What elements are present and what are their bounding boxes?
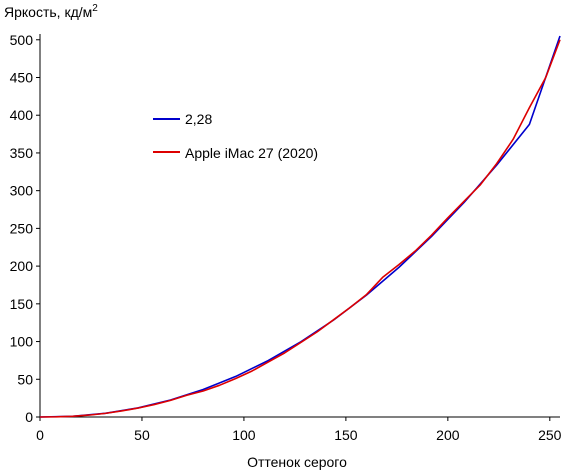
x-tick-label: 200 xyxy=(436,427,460,443)
series-layer xyxy=(39,35,561,418)
legend-label-series-1: 2,28 xyxy=(185,111,212,127)
y-tick-label: 500 xyxy=(10,32,34,48)
y-tick-label: 100 xyxy=(10,334,34,350)
y-tick-label: 400 xyxy=(10,107,34,123)
series-line-2 xyxy=(39,39,561,418)
x-tick-label: 150 xyxy=(334,427,358,443)
x-tick-label: 250 xyxy=(538,427,562,443)
y-tick-label: 300 xyxy=(10,183,34,199)
x-axis: 0 50 100 150 200 250 xyxy=(36,416,562,443)
y-axis-title: Яркость, кд/м2 xyxy=(4,3,98,20)
legend-label-series-2: Apple iMac 27 (2020) xyxy=(185,145,318,161)
y-tick-label: 250 xyxy=(10,220,34,236)
y-axis: 0 50 100 150 200 250 300 350 400 450 500 xyxy=(10,32,41,425)
y-tick-label: 150 xyxy=(10,296,34,312)
y-tick-label: 450 xyxy=(10,69,34,85)
y-tick-label: 0 xyxy=(25,409,33,425)
x-tick-label: 0 xyxy=(36,427,44,443)
y-tick-label: 350 xyxy=(10,145,34,161)
x-axis-title: Оттенок серого xyxy=(247,454,347,470)
x-tick-label: 100 xyxy=(232,427,256,443)
x-tick-label: 50 xyxy=(134,427,150,443)
series-line-1 xyxy=(39,35,561,418)
y-tick-label: 200 xyxy=(10,258,34,274)
legend: 2,28 Apple iMac 27 (2020) xyxy=(153,111,318,161)
y-tick-label: 50 xyxy=(17,371,33,387)
